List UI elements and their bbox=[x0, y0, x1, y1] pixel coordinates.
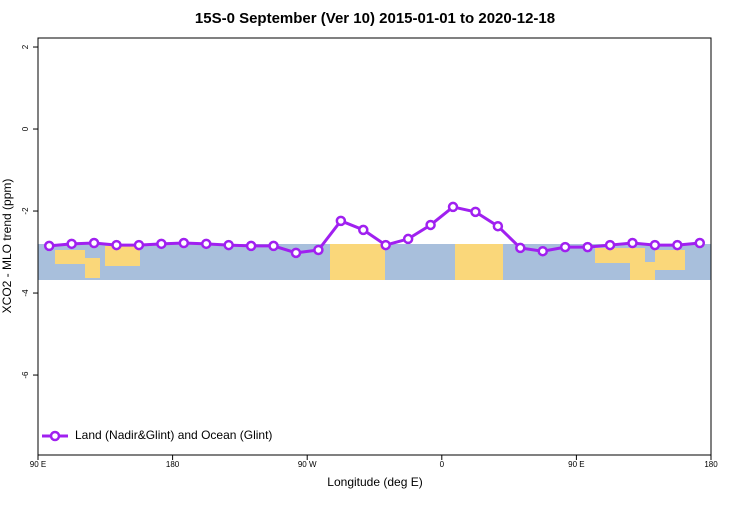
point bbox=[156, 238, 167, 250]
point bbox=[178, 237, 190, 249]
point bbox=[43, 240, 55, 252]
y-axis-label: XCO2 - MLO trend (ppm) bbox=[0, 179, 14, 314]
point bbox=[559, 241, 571, 253]
x-tick-label: 180 bbox=[704, 460, 718, 469]
point bbox=[358, 224, 369, 236]
point bbox=[492, 220, 504, 232]
x-tick-label: 180 bbox=[166, 460, 180, 469]
map-land bbox=[655, 250, 685, 270]
point bbox=[268, 240, 279, 252]
point bbox=[627, 237, 638, 249]
point bbox=[66, 238, 77, 250]
point bbox=[245, 240, 257, 252]
point bbox=[133, 239, 145, 251]
x-tick-label: 0 bbox=[440, 460, 445, 469]
x-tick-label: 90 E bbox=[30, 460, 46, 469]
map-land bbox=[595, 248, 645, 263]
plot-frame bbox=[37, 37, 712, 456]
point bbox=[515, 242, 526, 254]
point bbox=[425, 219, 436, 231]
legend-label: Land (Nadir&Glint) and Ocean (Glint) bbox=[75, 428, 272, 442]
legend-marker bbox=[49, 430, 61, 442]
x-axis-label: Longitude (deg E) bbox=[327, 475, 422, 489]
map-land bbox=[105, 246, 140, 266]
map-land bbox=[85, 258, 100, 278]
chart-title: 15S-0 September (Ver 10) 2015-01-01 to 2… bbox=[195, 10, 555, 27]
point bbox=[111, 239, 122, 251]
point bbox=[447, 201, 459, 213]
point bbox=[604, 239, 616, 251]
y-tick-label: 2 bbox=[21, 44, 30, 49]
map-land bbox=[330, 244, 385, 280]
point bbox=[223, 239, 234, 251]
point bbox=[582, 241, 593, 253]
point bbox=[537, 245, 548, 257]
map-land bbox=[455, 244, 503, 280]
point bbox=[201, 238, 212, 250]
point bbox=[402, 233, 414, 245]
point bbox=[649, 239, 661, 251]
x-tick-label: 90 E bbox=[568, 460, 584, 469]
point bbox=[672, 239, 683, 251]
point bbox=[694, 237, 706, 249]
point bbox=[290, 247, 302, 259]
point bbox=[470, 206, 481, 218]
y-tick-label: -4 bbox=[21, 289, 30, 297]
point bbox=[335, 215, 347, 227]
point bbox=[380, 239, 391, 251]
x-tick-label: 90 W bbox=[298, 460, 317, 469]
y-tick-label: -2 bbox=[21, 207, 30, 215]
point bbox=[313, 244, 324, 256]
y-tick-label: 0 bbox=[21, 126, 30, 131]
map-land bbox=[55, 250, 85, 264]
map-land bbox=[630, 262, 655, 280]
point bbox=[88, 237, 100, 249]
y-tick-label: -6 bbox=[21, 371, 30, 379]
